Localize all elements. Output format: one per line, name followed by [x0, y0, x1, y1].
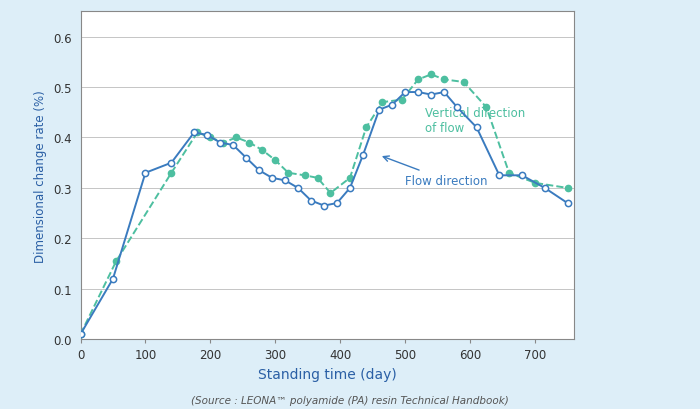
X-axis label: Standing time (day): Standing time (day): [258, 367, 397, 381]
Y-axis label: Dimensional change rate (%): Dimensional change rate (%): [34, 90, 48, 262]
Text: (Source : LEONA™ polyamide (PA) resin Technical Handbook): (Source : LEONA™ polyamide (PA) resin Te…: [191, 395, 509, 405]
Text: Flow direction: Flow direction: [383, 157, 488, 187]
Text: Vertical direction
of flow: Vertical direction of flow: [425, 106, 525, 135]
